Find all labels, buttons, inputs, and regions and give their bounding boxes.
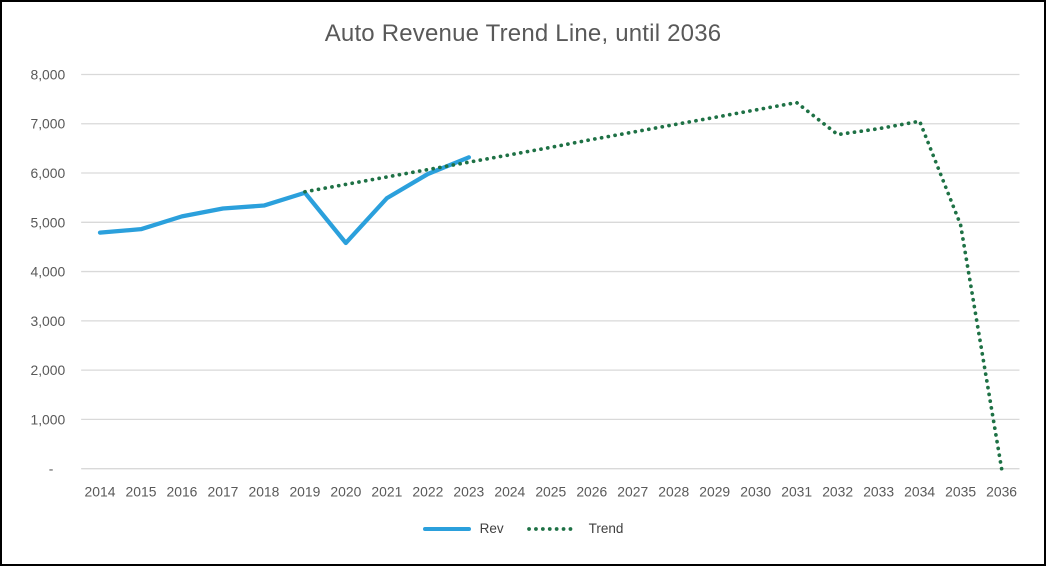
- y-axis-tick-label: 1,000: [30, 411, 65, 427]
- chart-title: Auto Revenue Trend Line, until 2036: [324, 20, 722, 47]
- rev-line-swatch-icon: [422, 526, 471, 531]
- y-axis-tick-label: 4,000: [30, 264, 65, 280]
- x-axis-tick-label: 2026: [576, 483, 607, 499]
- x-axis-tick-label: 2025: [535, 483, 566, 499]
- x-axis-tick-label: 2032: [822, 483, 853, 499]
- x-axis-tick-label: 2036: [986, 483, 1017, 499]
- y-axis-tick-label: 6,000: [30, 165, 65, 181]
- x-axis-tick-label: 2027: [617, 483, 648, 499]
- legend-item-rev: Rev: [422, 521, 504, 536]
- legend-label-trend: Trend: [588, 521, 624, 536]
- x-axis-tick-label: 2028: [658, 483, 689, 499]
- series-trend-line: [303, 100, 1004, 471]
- y-axis-tick-label: 2,000: [30, 362, 65, 378]
- x-axis-tick-label: 2022: [412, 483, 443, 499]
- x-axis-tick-label: 2023: [453, 483, 484, 499]
- y-axis-tick-label: 3,000: [30, 313, 65, 329]
- x-axis-tick-label: 2021: [371, 483, 402, 499]
- x-axis-tick-label: 2019: [289, 483, 320, 499]
- x-axis-tick-label: 2018: [248, 483, 279, 499]
- y-axis-tick-label: 5,000: [30, 214, 65, 230]
- x-axis-tick-label: 2017: [208, 483, 239, 499]
- y-axis-tick-label: 7,000: [30, 116, 65, 132]
- x-axis-tick-label: 2015: [126, 483, 157, 499]
- x-axis-tick-label: 2033: [863, 483, 894, 499]
- legend-item-trend: Trend: [526, 521, 624, 536]
- trend-dotted-swatch-icon: [526, 526, 579, 531]
- x-axis-tick-label: 2034: [904, 483, 935, 499]
- x-axis-tick-label: 2016: [167, 483, 198, 499]
- x-axis-tick-label: 2030: [740, 483, 771, 499]
- series-rev-line: [97, 155, 472, 246]
- legend-label-rev: Rev: [479, 521, 504, 536]
- x-axis-tick-label: 2020: [330, 483, 361, 499]
- x-axis-tick-label: 2024: [494, 483, 525, 499]
- x-axis-tick-label: 2031: [781, 483, 812, 499]
- x-axis-tick-label: 2029: [699, 483, 730, 499]
- legend: Rev Trend: [2, 521, 1044, 536]
- y-axis-tick-label: 8,000: [30, 66, 65, 82]
- x-axis-tick-label: 2014: [85, 483, 116, 499]
- y-axis-tick-label: -: [49, 461, 54, 477]
- x-axis-tick-label: 2035: [945, 483, 976, 499]
